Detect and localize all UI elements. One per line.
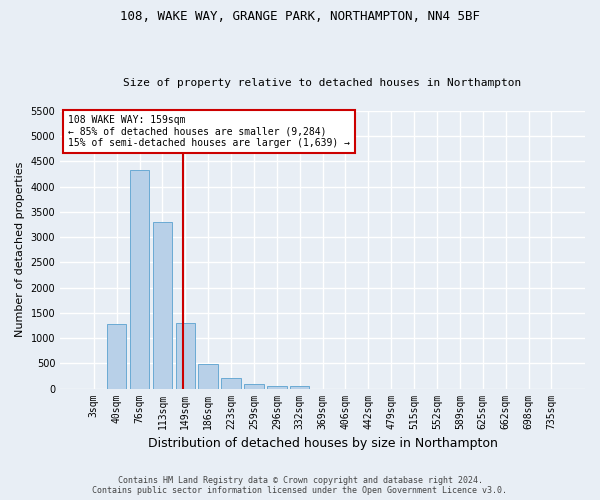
Bar xyxy=(290,386,310,388)
Bar xyxy=(176,324,195,388)
Title: Size of property relative to detached houses in Northampton: Size of property relative to detached ho… xyxy=(124,78,522,88)
X-axis label: Distribution of detached houses by size in Northampton: Distribution of detached houses by size … xyxy=(148,437,497,450)
Bar xyxy=(267,386,287,388)
Bar xyxy=(199,364,218,388)
Text: 108, WAKE WAY, GRANGE PARK, NORTHAMPTON, NN4 5BF: 108, WAKE WAY, GRANGE PARK, NORTHAMPTON,… xyxy=(120,10,480,23)
Text: 108 WAKE WAY: 159sqm
← 85% of detached houses are smaller (9,284)
15% of semi-de: 108 WAKE WAY: 159sqm ← 85% of detached h… xyxy=(68,115,350,148)
Bar xyxy=(221,378,241,388)
Y-axis label: Number of detached properties: Number of detached properties xyxy=(15,162,25,338)
Bar xyxy=(244,384,263,388)
Bar xyxy=(107,324,127,388)
Bar xyxy=(130,170,149,388)
Text: Contains HM Land Registry data © Crown copyright and database right 2024.
Contai: Contains HM Land Registry data © Crown c… xyxy=(92,476,508,495)
Bar xyxy=(152,222,172,388)
